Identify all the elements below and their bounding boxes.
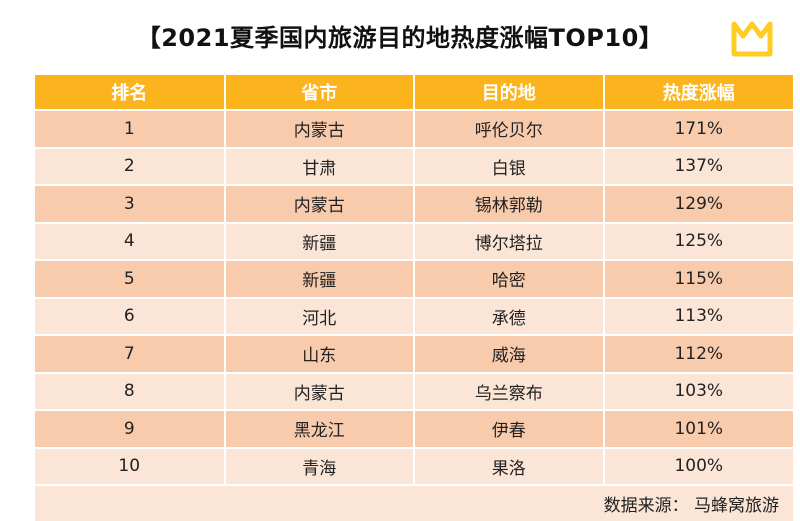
destination-cell: 乌兰察布: [414, 371, 605, 410]
growth-cell: 137%: [603, 146, 793, 185]
rank-cell: 9: [35, 409, 226, 448]
growth-cell: 125%: [603, 221, 793, 260]
growth-cell: 100%: [603, 446, 793, 485]
growth-cell: 103%: [603, 371, 793, 410]
growth-cell: 171%: [603, 109, 793, 148]
rank-cell: 7: [35, 334, 226, 373]
table-row: 7 山东 威海 112%: [35, 334, 793, 373]
rank-cell: 2: [35, 146, 226, 185]
table-row: 2 甘肃 白银 137%: [35, 146, 793, 185]
ranking-table: 排名 省市 目的地 热度涨幅 1 内蒙古 呼伦贝尔 171% 2 甘肃 白银 137% 3 内蒙古…: [35, 75, 793, 521]
header-destination: 目的地: [414, 75, 605, 110]
table-row: 3 内蒙古 锡林郭勒 129%: [35, 184, 793, 223]
header-rank: 排名: [35, 75, 226, 110]
province-cell: 内蒙古: [224, 109, 415, 148]
table-row: 10 青海 果洛 100%: [35, 446, 793, 485]
table-row: 5 新疆 哈密 115%: [35, 259, 793, 298]
destination-cell: 博尔塔拉: [414, 221, 605, 260]
rank-cell: 3: [35, 184, 226, 223]
growth-cell: 115%: [603, 259, 793, 298]
rank-cell: 4: [35, 221, 226, 260]
rank-cell: 1: [35, 109, 226, 148]
province-cell: 山东: [224, 334, 415, 373]
table-row: 8 内蒙古 乌兰察布 103%: [35, 371, 793, 410]
growth-cell: 101%: [603, 409, 793, 448]
rank-cell: 8: [35, 371, 226, 410]
growth-cell: 112%: [603, 334, 793, 373]
province-cell: 内蒙古: [224, 371, 415, 410]
destination-cell: 呼伦贝尔: [414, 109, 605, 148]
growth-cell: 113%: [603, 296, 793, 335]
rank-cell: 10: [35, 446, 226, 485]
mafengwo-m-logo-icon: [731, 21, 773, 57]
header-province: 省市: [224, 75, 415, 110]
rank-cell: 5: [35, 259, 226, 298]
province-cell: 内蒙古: [224, 184, 415, 223]
table-row: 4 新疆 博尔塔拉 125%: [35, 221, 793, 260]
source-row: 数据来源： 马蜂窝旅游: [35, 484, 793, 521]
table-row: 1 内蒙古 呼伦贝尔 171%: [35, 109, 793, 148]
table-header-row: 排名 省市 目的地 热度涨幅: [35, 75, 793, 110]
header-growth: 热度涨幅: [603, 75, 793, 110]
province-cell: 甘肃: [224, 146, 415, 185]
destination-cell: 承德: [414, 296, 605, 335]
table-row: 6 河北 承德 113%: [35, 296, 793, 335]
destination-cell: 锡林郭勒: [414, 184, 605, 223]
page-title: 【2021夏季国内旅游目的地热度涨幅TOP10】: [136, 24, 664, 52]
table-row: 9 黑龙江 伊春 101%: [35, 409, 793, 448]
province-cell: 新疆: [224, 221, 415, 260]
destination-cell: 白银: [414, 146, 605, 185]
rank-cell: 6: [35, 296, 226, 335]
province-cell: 河北: [224, 296, 415, 335]
growth-cell: 129%: [603, 184, 793, 223]
data-source-text: 数据来源： 马蜂窝旅游: [35, 484, 793, 521]
destination-cell: 哈密: [414, 259, 605, 298]
destination-cell: 伊春: [414, 409, 605, 448]
province-cell: 新疆: [224, 259, 415, 298]
province-cell: 黑龙江: [224, 409, 415, 448]
destination-cell: 威海: [414, 334, 605, 373]
province-cell: 青海: [224, 446, 415, 485]
destination-cell: 果洛: [414, 446, 605, 485]
